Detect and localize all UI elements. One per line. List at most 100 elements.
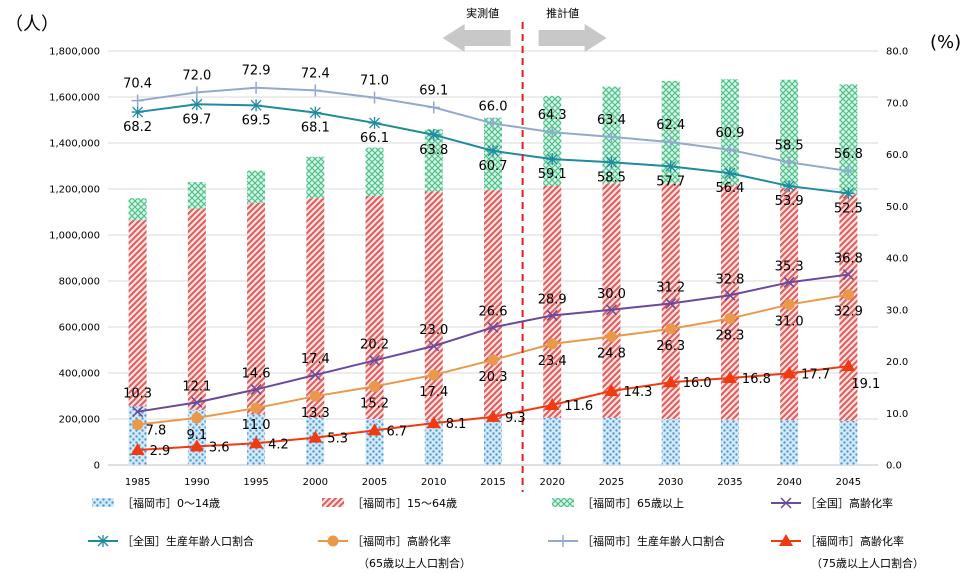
data-label-nat_working: 68.1 <box>301 121 330 136</box>
marker-star <box>250 99 263 112</box>
x-tick-label: 2045 <box>836 477 861 488</box>
data-label-nat_working: 56.4 <box>715 181 744 196</box>
data-label-fuk_aging65: 7.8 <box>146 424 167 439</box>
marker-star <box>309 106 322 119</box>
point-fuk_working <box>487 117 499 130</box>
marker-x <box>546 309 558 321</box>
x-tick-label: 1990 <box>184 477 209 488</box>
data-label-fuk_aging65: 11.0 <box>242 418 271 433</box>
legend-label: ［福岡市］生産年齢人口割合 <box>582 534 725 548</box>
x-tick-label: 2040 <box>776 477 801 488</box>
line-series <box>130 81 856 455</box>
bar-working <box>661 183 680 419</box>
data-label-fuk_aging65: 13.3 <box>301 406 330 421</box>
data-label-fuk_aging75: 17.7 <box>801 367 830 382</box>
marker-x <box>665 298 677 310</box>
marker-circle <box>309 390 321 402</box>
marker-circle <box>783 299 795 311</box>
bar-working <box>365 195 384 419</box>
legend-label: ［全国］生産年齢人口割合 <box>122 534 254 548</box>
marker-plus <box>664 136 677 149</box>
data-label-nat_aging: 31.2 <box>656 281 685 296</box>
data-label-nat_working: 53.9 <box>775 194 804 209</box>
point-nat_aging <box>132 406 144 418</box>
bar-elderly <box>306 156 325 199</box>
data-label-nat_aging: 10.3 <box>123 387 152 402</box>
point-fuk_aging75 <box>486 409 500 422</box>
data-label-fuk_aging75: 4.2 <box>268 437 289 452</box>
point-fuk_working <box>842 165 855 178</box>
data-label-fuk_working: 72.4 <box>301 66 330 81</box>
estimate-label: 推計値 <box>546 6 579 20</box>
point-fuk_aging75 <box>782 366 797 379</box>
legend-label: ［福岡市］0～14歳 <box>122 496 220 510</box>
marker-x <box>605 304 617 316</box>
marker-plus <box>190 86 203 99</box>
point-fuk_aging65 <box>665 323 677 335</box>
right-tick-label: 80.0 <box>886 47 908 58</box>
left-tick-label: 0 <box>94 461 100 472</box>
bar-elderly <box>187 182 206 209</box>
legend-swatch-elderly <box>552 498 574 507</box>
marker-star <box>427 128 440 141</box>
legend-marker-fuk_aging65 <box>327 535 339 547</box>
marker-star <box>131 106 144 119</box>
bar-working <box>720 185 739 420</box>
data-label-nat_working: 69.5 <box>242 113 271 128</box>
point-nat_aging <box>250 383 262 395</box>
bar-young <box>720 419 739 465</box>
point-nat_aging <box>309 369 321 381</box>
legend-marker-fuk_aging75 <box>779 534 793 546</box>
point-nat_aging <box>842 269 854 281</box>
marker-x <box>724 289 736 301</box>
marker-circle <box>428 369 440 381</box>
point-nat_working <box>487 144 499 157</box>
point-nat_working <box>723 167 736 180</box>
point-fuk_working <box>131 94 144 107</box>
marker-x <box>132 406 144 418</box>
right-tick-label: 10.0 <box>886 409 908 420</box>
legend-label: ［福岡市］高齢化率 <box>352 534 451 548</box>
right-tick-label: 40.0 <box>886 254 908 265</box>
data-label-fuk_working: 64.3 <box>538 108 567 123</box>
actual-arrow <box>442 24 511 52</box>
data-label-fuk_aging75: 3.6 <box>209 440 230 455</box>
bar-working <box>602 183 621 418</box>
point-fuk_aging75 <box>841 359 856 372</box>
legend-swatch-working <box>322 498 344 507</box>
bar-elderly <box>365 147 384 196</box>
marker-star <box>368 116 381 129</box>
x-tick-label: 2025 <box>599 477 624 488</box>
bar-young <box>128 406 147 465</box>
point-fuk_working <box>546 126 559 139</box>
data-label-nat_aging: 17.4 <box>301 352 330 367</box>
point-fuk_working <box>309 84 322 97</box>
marker-star <box>605 156 618 169</box>
marker-plus <box>557 535 569 547</box>
left-tick-label: 1,400,000 <box>49 139 100 150</box>
actual-label: 実測値 <box>466 6 499 20</box>
legend-marker-nat_aging <box>780 497 792 509</box>
point-fuk_working <box>783 156 796 169</box>
x-tick-label: 2000 <box>303 477 328 488</box>
marker-star <box>97 535 109 547</box>
marker-triangle <box>189 439 204 452</box>
bar-young <box>661 419 680 465</box>
marker-x <box>783 276 795 288</box>
left-tick-label: 200,000 <box>59 415 100 426</box>
point-fuk_aging65 <box>369 380 381 392</box>
point-fuk_working <box>605 130 618 143</box>
marker-plus <box>487 117 499 130</box>
bar-elderly <box>839 84 858 195</box>
marker-plus <box>605 130 618 143</box>
legend-item: ［福岡市］高齢化率 （75歳以上人口割合） <box>771 534 924 570</box>
x-tick-label: 2005 <box>362 477 387 488</box>
point-nat_aging <box>428 340 440 352</box>
bar-young <box>484 419 502 465</box>
point-fuk_aging75 <box>308 430 323 443</box>
marker-x <box>191 396 203 408</box>
marker-circle <box>605 331 617 343</box>
data-label-nat_aging: 30.0 <box>597 287 626 302</box>
bar-working <box>543 185 562 418</box>
data-label-fuk_aging65: 15.2 <box>360 396 389 411</box>
